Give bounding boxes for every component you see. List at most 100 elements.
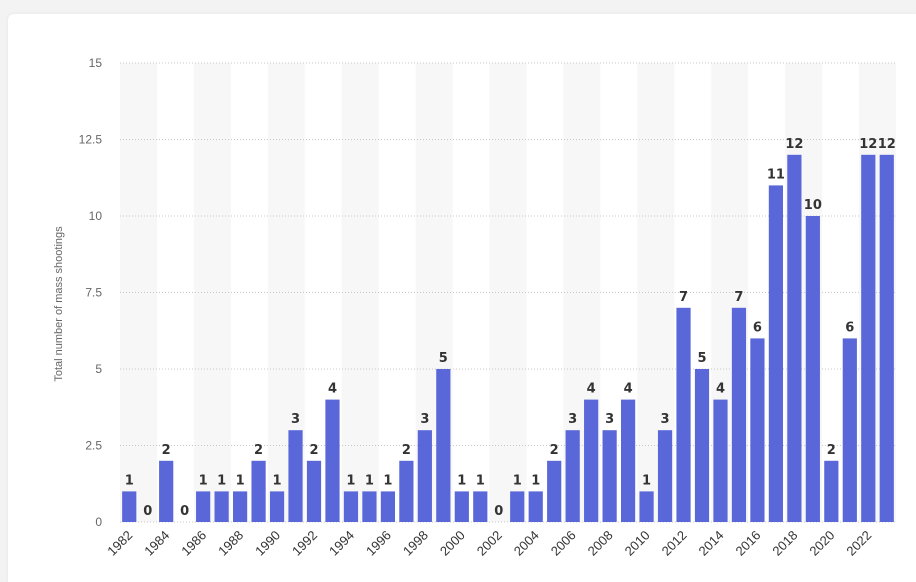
data-label-2007: 4 [587, 382, 596, 397]
data-label-2009: 4 [624, 382, 633, 397]
x-axis-ticks: 1982 1984 1986 1988 1990 1992 1994 1996 1998 2000… [104, 528, 874, 559]
bar-1999 [436, 369, 451, 522]
bar-1982 [122, 491, 137, 522]
data-label-1992: 2 [309, 443, 318, 458]
bar-2018 [787, 154, 802, 523]
bar-1998 [417, 430, 432, 522]
y-gridlines [120, 62, 896, 523]
y-axis-ticks: 0 2.5 5 7.5 10 12.5 15 [79, 56, 103, 529]
data-label-2021: 6 [845, 320, 854, 335]
data-label-1998: 3 [420, 412, 429, 427]
data-label-1985: 0 [180, 504, 189, 519]
x-tick-label: 1996 [363, 528, 394, 559]
bar-1996 [380, 491, 396, 522]
bar-1990 [269, 491, 285, 522]
y-tick-label: 12.5 [79, 133, 103, 147]
data-label-1987: 1 [217, 473, 226, 488]
data-label-1997: 2 [402, 443, 411, 458]
x-tick-label: 1984 [141, 528, 172, 559]
x-tick-label: 2010 [622, 528, 653, 559]
data-label-1982: 1 [125, 473, 134, 488]
y-tick-label: 2.5 [85, 439, 102, 453]
data-label-2017: 11 [767, 167, 785, 182]
bars [122, 154, 894, 523]
x-tick-label: 2006 [548, 528, 579, 559]
bar-2013 [694, 369, 710, 522]
bar-2003 [510, 491, 525, 522]
bar-2005 [547, 460, 562, 522]
data-label-2002: 0 [494, 504, 503, 519]
data-label-2016: 6 [753, 320, 762, 335]
y-axis-label: Total number of mass shootings [53, 226, 65, 382]
x-tick-label: 1994 [326, 528, 357, 559]
data-label-2012: 7 [679, 290, 688, 305]
data-label-1995: 1 [365, 473, 374, 488]
data-label-1983: 0 [143, 504, 152, 519]
x-tick-label: 1986 [178, 528, 209, 559]
data-label-2015: 7 [734, 290, 743, 305]
bar-2004 [528, 491, 543, 522]
bar-1984 [159, 460, 174, 522]
data-label-1999: 5 [439, 351, 448, 366]
data-label-1988: 1 [236, 473, 245, 488]
data-label-2010: 1 [642, 473, 651, 488]
x-tick-label: 1998 [400, 528, 431, 559]
column-band [193, 63, 231, 522]
x-tick-label: 1990 [252, 528, 283, 559]
bar-1988 [232, 491, 248, 522]
bar-2020 [824, 460, 839, 522]
y-tick-label: 0 [95, 515, 102, 529]
bar-1986 [196, 491, 211, 522]
bar-1994 [343, 491, 359, 522]
x-tick-label: 1982 [104, 528, 135, 559]
x-tick-label: 1988 [215, 528, 246, 559]
bar-2016 [750, 338, 765, 522]
data-label-2013: 5 [697, 351, 706, 366]
data-label-2019: 10 [804, 198, 822, 213]
data-label-2022: 12 [859, 137, 877, 152]
x-tick-label: 2012 [659, 528, 690, 559]
bar-2007 [584, 399, 599, 522]
x-tick-label: 1992 [289, 528, 320, 559]
y-tick-label: 10 [89, 209, 103, 223]
bar-2008 [602, 430, 617, 522]
data-label-1996: 1 [383, 473, 392, 488]
x-tick-label: 2018 [769, 528, 800, 559]
bar-1991 [288, 430, 303, 522]
data-label-2006: 3 [568, 412, 577, 427]
bar-2012 [676, 307, 691, 522]
data-label-2014: 4 [716, 382, 725, 397]
bar-2011 [657, 430, 673, 522]
bar-1997 [399, 460, 414, 522]
data-label-2000: 1 [457, 473, 466, 488]
bar-2009 [620, 399, 636, 522]
y-tick-label: 5 [95, 362, 102, 376]
bar-2022 [861, 154, 876, 523]
data-label-2001: 1 [476, 473, 485, 488]
data-label-2005: 2 [550, 443, 559, 458]
data-label-1994: 1 [346, 473, 355, 488]
bar-2021 [842, 338, 857, 522]
bar-2023 [879, 154, 894, 523]
data-label-1990: 1 [273, 473, 282, 488]
bar-2017 [768, 185, 784, 522]
data-label-2011: 3 [661, 412, 670, 427]
x-tick-label: 2004 [511, 528, 542, 559]
y-tick-label: 7.5 [85, 286, 102, 300]
x-tick-label: 2000 [437, 528, 468, 559]
data-label-1986: 1 [199, 473, 208, 488]
bar-1992 [306, 460, 322, 522]
bar-1993 [325, 399, 340, 522]
bar-2015 [731, 307, 747, 522]
data-label-1984: 2 [162, 443, 171, 458]
data-label-2004: 1 [531, 473, 540, 488]
bar-1989 [251, 460, 266, 522]
data-label-1993: 4 [328, 382, 337, 397]
bar-2014 [713, 399, 728, 522]
data-label-2018: 12 [785, 137, 803, 152]
bar-2001 [473, 491, 488, 522]
data-label-2023: 12 [878, 137, 896, 152]
